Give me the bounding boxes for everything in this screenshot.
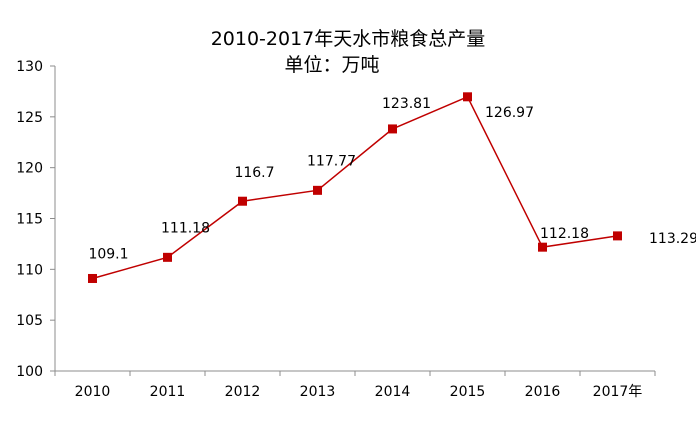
x-tick-label: 2013 <box>300 384 336 400</box>
y-tick-label: 110 <box>16 262 43 278</box>
x-tick-label: 2010 <box>75 384 111 400</box>
y-tick-label: 120 <box>16 161 43 177</box>
series-line <box>92 95 618 280</box>
data-point-marker <box>538 242 547 252</box>
data-point-marker <box>163 252 172 262</box>
data-point-marker <box>388 124 397 134</box>
data-point-marker <box>238 196 247 206</box>
data-point-marker <box>88 273 97 283</box>
x-tick-label: 2011 <box>150 384 186 400</box>
x-tick-label: 2014 <box>375 384 411 400</box>
x-tick-label: 2017年 <box>593 384 643 400</box>
y-tick-label: 115 <box>16 212 43 228</box>
data-label: 112.18 <box>540 226 589 242</box>
y-tick-label: 105 <box>16 313 43 329</box>
y-tick-label: 130 <box>16 59 43 75</box>
data-label: 111.18 <box>161 220 210 236</box>
data-label: 113.29 <box>649 231 696 247</box>
data-label: 116.7 <box>234 165 274 181</box>
data-label: 126.97 <box>485 105 534 121</box>
data-point-marker <box>613 231 622 241</box>
data-label: 109.1 <box>88 246 128 262</box>
x-tick-label: 2012 <box>225 384 261 400</box>
x-tick-label: 2016 <box>525 384 561 400</box>
y-tick-label: 125 <box>16 110 43 126</box>
x-tick-label: 2015 <box>450 384 486 400</box>
data-label: 117.77 <box>307 153 356 169</box>
y-tick-label: 100 <box>16 364 43 380</box>
data-point-marker <box>463 92 472 102</box>
data-point-marker <box>313 185 322 195</box>
chart-title: 2010-2017年天水市粮食总产量 <box>210 28 486 50</box>
chart-subtitle: 单位：万吨 <box>284 54 380 76</box>
data-label: 123.81 <box>382 96 431 112</box>
